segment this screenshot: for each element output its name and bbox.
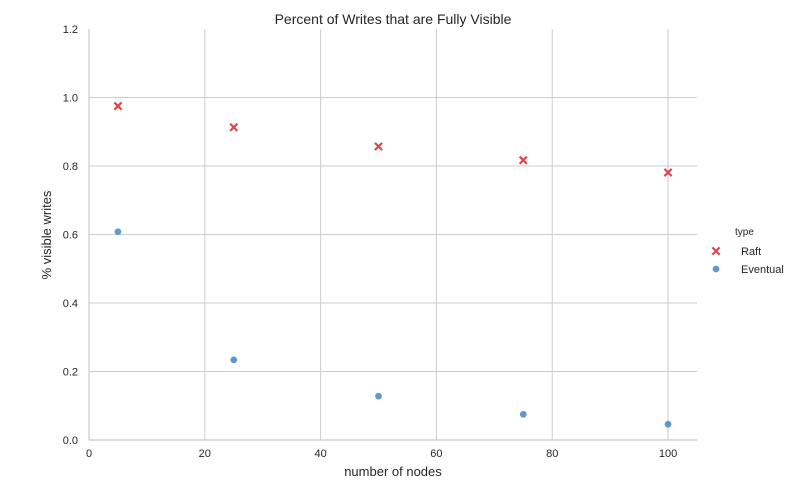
x-tick-label: 40 — [314, 448, 326, 460]
eventual-point — [230, 356, 238, 364]
data-points — [113, 101, 673, 428]
chart-title: Percent of Writes that are Fully Visible — [275, 11, 512, 27]
legend-marker-raft — [711, 246, 721, 256]
y-tick-label: 0.8 — [63, 161, 78, 173]
x-tick-label: 60 — [430, 448, 442, 460]
x-tick-label: 80 — [546, 448, 558, 460]
y-tick-label: 0.6 — [63, 230, 78, 242]
eventual-point — [375, 392, 382, 400]
eventual-point — [114, 228, 122, 236]
legend-marker-eventual — [712, 265, 720, 273]
legend-label-eventual: Eventual — [741, 264, 784, 276]
legend-title: type — [735, 227, 754, 238]
y-tick-label: 0.2 — [63, 367, 78, 379]
x-tick-label: 100 — [659, 448, 677, 460]
y-axis-label: % visible writes — [39, 190, 54, 279]
legend-label-raft: Raft — [741, 246, 761, 258]
x-tick-label: 20 — [199, 448, 211, 460]
x-axis-label: number of nodes — [344, 464, 442, 479]
grid — [89, 29, 697, 440]
y-tick-label: 0.4 — [63, 298, 78, 310]
x-tick-label: 0 — [86, 448, 92, 460]
tick-labels: 0 20 40 60 80 100 0.0 0.2 0.4 0.6 0.8 1.0 1.2 — [63, 24, 678, 460]
raft-point — [229, 122, 239, 132]
y-tick-label: 1.2 — [63, 24, 78, 36]
y-tick-label: 0.0 — [63, 435, 78, 447]
legend: type Raft Eventual — [711, 227, 784, 276]
raft-point — [374, 142, 383, 151]
raft-point — [663, 168, 673, 177]
eventual-point — [664, 420, 672, 428]
axes — [88, 29, 697, 441]
raft-point — [518, 155, 528, 165]
y-tick-label: 1.0 — [63, 93, 78, 105]
raft-point — [113, 101, 123, 111]
eventual-point — [519, 410, 527, 418]
